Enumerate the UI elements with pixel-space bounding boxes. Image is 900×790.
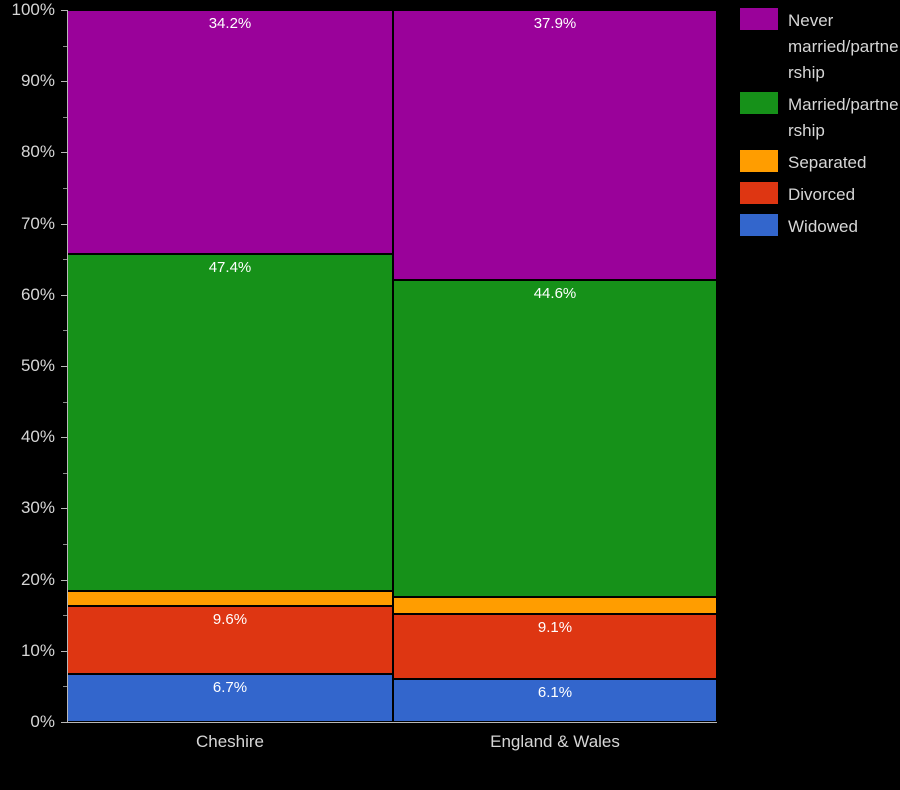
y-axis-tick-label: 20%: [20, 569, 55, 589]
legend-item[interactable]: Divorced: [740, 182, 900, 208]
bar-segment-value-label: 9.1%: [537, 618, 573, 636]
y-axis-tick: [61, 223, 67, 225]
bar-stack[interactable]: 6.1% 9.1% 44.6% 37.9%: [394, 10, 716, 722]
legend-item[interactable]: Never married/partnership: [740, 8, 900, 86]
y-axis-tick-label: 100%: [11, 0, 55, 19]
y-axis-minor-tick: [63, 401, 67, 403]
y-axis-minor-tick: [63, 330, 67, 332]
y-axis-tick-label: 80%: [20, 142, 55, 162]
bar-stack[interactable]: 6.7% 9.6% 47.4% 34.2%: [68, 10, 392, 722]
x-axis-tick-label: England & Wales: [490, 732, 620, 751]
bar-segment-value-label: 47.4%: [208, 258, 252, 276]
legend-item-label: Married/partnership: [788, 95, 899, 140]
y-axis-line: [67, 10, 68, 723]
y-axis-minor-tick: [63, 472, 67, 474]
x-axis-line: [67, 722, 717, 723]
y-axis-tick: [61, 508, 67, 510]
bar-segment[interactable]: 44.6%: [394, 279, 716, 598]
legend-item[interactable]: Widowed: [740, 214, 900, 240]
y-axis-minor-tick: [63, 615, 67, 617]
bar-segment[interactable]: 6.1%: [394, 678, 716, 722]
bar-segment[interactable]: 9.6%: [68, 605, 392, 675]
legend-swatch-icon: [740, 8, 778, 30]
bar-segment[interactable]: 47.4%: [68, 253, 392, 591]
y-axis-minor-tick: [63, 686, 67, 688]
y-axis-tick: [61, 152, 67, 154]
bar-segment-value-label: 34.2%: [208, 15, 252, 32]
bar-segment[interactable]: [68, 590, 392, 606]
plot-area: 6.7% 9.6% 47.4% 34.2% 6.1% 9.1% 44.6% 37.9%: [68, 10, 716, 722]
y-axis-tick-label: 10%: [20, 640, 55, 660]
y-axis-minor-tick: [63, 45, 67, 47]
legend-item-label: Divorced: [788, 185, 856, 204]
y-axis-tick: [61, 579, 67, 581]
y-axis-minor-tick: [63, 259, 67, 261]
legend-swatch-icon: [740, 214, 778, 236]
y-axis-minor-tick: [63, 116, 67, 118]
legend-item[interactable]: Separated: [740, 150, 900, 176]
y-axis-minor-tick: [63, 544, 67, 545]
bar-segment-value-label: 9.6%: [212, 610, 248, 628]
y-axis-tick-label: 90%: [20, 71, 55, 91]
legend-swatch-icon: [740, 92, 778, 114]
legend-swatch-icon: [740, 150, 778, 172]
y-axis-tick: [61, 294, 67, 296]
bar-segment[interactable]: 37.9%: [394, 10, 716, 280]
y-axis-tick: [61, 366, 67, 367]
legend-item-label: Separated: [788, 153, 867, 172]
y-axis-tick: [61, 81, 67, 83]
chart-legend: Never married/partnership Married/partner…: [740, 8, 900, 246]
y-axis-tick: [61, 650, 67, 652]
bar-segment-value-label: 37.9%: [533, 15, 577, 32]
bar-segment-value-label: 44.6%: [533, 284, 577, 302]
y-axis-tick: [61, 437, 67, 439]
bar-segment[interactable]: 6.7%: [68, 674, 392, 722]
y-axis-tick-label: 0%: [30, 712, 55, 731]
y-axis-tick: [61, 10, 67, 11]
bar-segment[interactable]: 9.1%: [394, 613, 716, 679]
y-axis-tick: [61, 722, 67, 723]
legend-swatch-icon: [740, 182, 778, 204]
bar-segment-value-label: 6.7%: [212, 679, 248, 697]
y-axis-tick-label: 60%: [20, 284, 55, 304]
y-axis-tick-label: 30%: [20, 498, 55, 518]
legend-item-label: Never married/partnership: [788, 11, 899, 82]
y-axis-tick-label: 40%: [20, 427, 55, 447]
legend-item[interactable]: Married/partnership: [740, 92, 900, 144]
x-axis-tick-label: Cheshire: [195, 732, 265, 751]
bar-segment[interactable]: 34.2%: [68, 10, 392, 254]
y-axis-tick-label: 70%: [20, 213, 55, 233]
y-axis-tick-label: 50%: [20, 356, 55, 375]
bar-segment-value-label: 6.1%: [537, 683, 573, 701]
y-axis-minor-tick: [63, 188, 67, 189]
bar-segment[interactable]: [394, 597, 716, 614]
legend-item-label: Widowed: [788, 217, 858, 236]
